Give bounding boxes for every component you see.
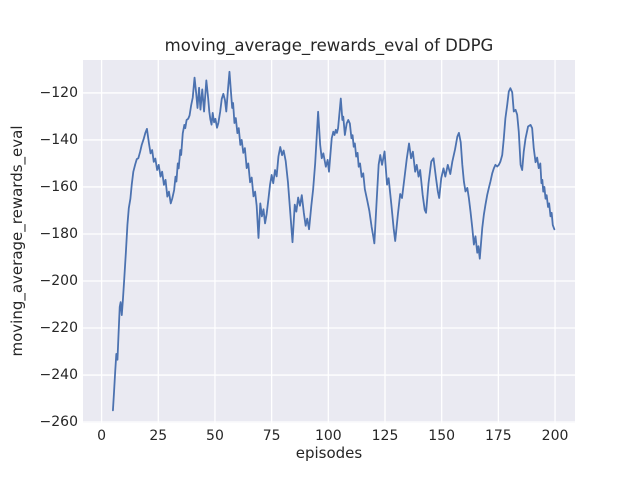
x-tick-label: 0 bbox=[97, 428, 107, 444]
x-tick-label: 50 bbox=[206, 428, 224, 444]
reward-line-series bbox=[112, 70, 556, 412]
x-tick-label: 25 bbox=[149, 428, 168, 444]
x-tick-label: 200 bbox=[541, 428, 569, 444]
x-tick-label: 150 bbox=[428, 428, 456, 444]
plot-area bbox=[83, 60, 575, 423]
x-tick-label: 75 bbox=[262, 428, 281, 444]
x-tick-label: 125 bbox=[371, 428, 399, 444]
x-tick-label: 175 bbox=[484, 428, 512, 444]
y-axis-label: moving_average_rewards_eval bbox=[8, 125, 26, 357]
x-axis-label: episodes bbox=[295, 444, 363, 462]
chart-canvas bbox=[83, 60, 575, 423]
y-tick-label: −220 bbox=[39, 320, 78, 337]
y-tick-label: −160 bbox=[39, 178, 78, 195]
y-axis-ticks: −120 −140 −160 −180 −200 −220 −240 −260 bbox=[0, 0, 78, 480]
y-tick-label: −140 bbox=[39, 131, 78, 148]
y-tick-label: −240 bbox=[39, 367, 78, 384]
chart-title: moving_average_rewards_eval of DDPG bbox=[164, 36, 494, 55]
x-tick-label: 100 bbox=[314, 428, 342, 444]
y-tick-label: −120 bbox=[39, 84, 78, 101]
y-tick-label: −260 bbox=[39, 414, 78, 431]
y-tick-label: −180 bbox=[39, 225, 78, 242]
y-tick-label: −200 bbox=[39, 272, 78, 289]
